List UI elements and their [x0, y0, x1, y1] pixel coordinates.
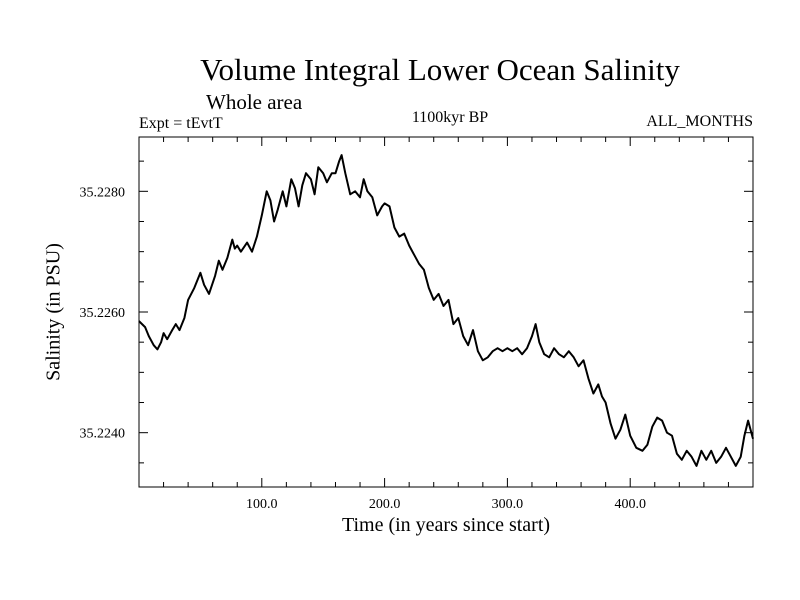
x-tick-label: 100.0 — [246, 497, 278, 512]
x-tick-label: 400.0 — [614, 497, 646, 512]
y-tick-label: 35.2280 — [80, 185, 126, 200]
y-tick-label: 35.2240 — [80, 427, 126, 442]
months-label: ALL_MONTHS — [646, 113, 753, 130]
period-label: 1100kyr BP — [411, 109, 489, 126]
x-axis-label: Time (in years since start) — [341, 514, 551, 536]
chart-subtitle: Whole area — [206, 90, 303, 114]
series-line — [138, 154, 754, 467]
y-tick-label: 35.2260 — [80, 306, 126, 321]
axis-ticks — [139, 137, 753, 487]
x-tick-label: 200.0 — [369, 497, 401, 512]
chart-title: Volume Integral Lower Ocean Salinity — [200, 52, 680, 87]
experiment-label: Expt = tEvtT — [139, 115, 223, 132]
plot-frame — [138, 136, 754, 488]
tick-labels: 100.0 200.0 300.0 400.0 35.2240 35.2260 35.228… — [80, 185, 646, 512]
x-tick-label: 300.0 — [492, 497, 524, 512]
